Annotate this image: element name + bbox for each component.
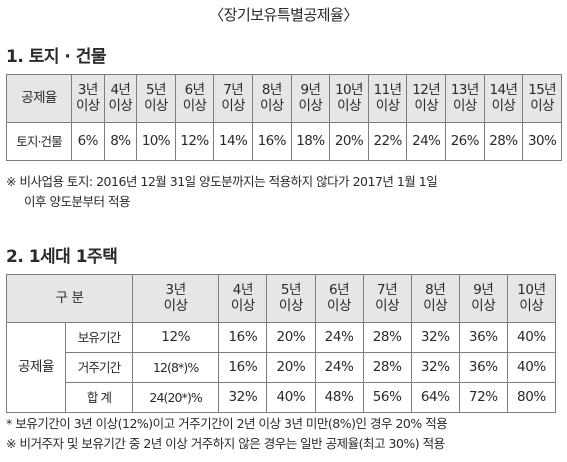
rate-cell: 28% <box>362 322 412 353</box>
rate-cell: 24% <box>314 352 364 383</box>
year-header: 13년 이상 <box>445 74 485 123</box>
rate-cell: 26% <box>445 122 485 161</box>
year-header: 4년 이상 <box>218 274 268 323</box>
rate-cell: 22% <box>367 122 408 161</box>
rate-cell: 32% <box>410 322 460 353</box>
rate-cell: 14% <box>213 122 253 161</box>
row-label: 보유기간 <box>65 322 133 353</box>
rate-cell: 12% <box>131 322 220 353</box>
page-title: 〈장기보유특별공제율〉 <box>209 6 358 24</box>
rate-cell: 12% <box>174 122 215 161</box>
table-header-row: 구 분 3년 이상 4년 이상 5년 이상 6년 이상 7년 이상 8년 이상 9년 이상 1… <box>6 274 557 323</box>
group-label: 공제율 <box>6 322 66 413</box>
rate-cell: 6% <box>71 122 105 161</box>
rate-cell: 28% <box>483 122 524 161</box>
year-header: 3년 이상 <box>71 74 105 123</box>
year-header: 8년 이상 <box>410 274 460 323</box>
year-header: 11년 이상 <box>367 74 408 123</box>
table-row: 합 계 24(20*)% 32% 40% 48% 56% 64% 72% 80% <box>7 382 557 413</box>
rate-cell: 16% <box>218 352 268 383</box>
rate-cell: 64% <box>410 382 460 413</box>
rate-cell: 20% <box>266 352 316 383</box>
section2-heading: 2. 1세대 1주택 <box>6 247 118 267</box>
table-header-row: 공제율 3년 이상 4년 이상 5년 이상 6년 이상 7년 이상 8년 이상 9년 이상 1… <box>6 74 562 123</box>
year-header: 9년 이상 <box>290 74 331 123</box>
rate-cell: 36% <box>458 322 508 353</box>
year-header: 15년 이상 <box>522 74 562 123</box>
rate-cell: 18% <box>290 122 331 161</box>
rate-cell: 20% <box>329 122 369 161</box>
year-header: 6년 이상 <box>314 274 364 323</box>
rate-cell: 40% <box>266 382 316 413</box>
year-header: 12년 이상 <box>406 74 446 123</box>
single-house-rate-table: 구 분 3년 이상 4년 이상 5년 이상 6년 이상 7년 이상 8년 이상 9년 이상 1… <box>6 274 557 413</box>
rate-cell: 32% <box>218 382 268 413</box>
year-header: 7년 이상 <box>213 74 253 123</box>
rate-cell: 56% <box>362 382 412 413</box>
rate-cell: 24(20*)% <box>131 382 220 413</box>
row-label: 토지·건물 <box>6 122 72 161</box>
rate-cell: 72% <box>458 382 508 413</box>
year-header: 6년 이상 <box>174 74 215 123</box>
rate-cell: 16% <box>251 122 292 161</box>
corner-cell: 공제율 <box>6 74 72 123</box>
rate-cell: 80% <box>506 382 557 413</box>
year-header: 10년 이상 <box>329 74 369 123</box>
table-row: 거주기간 12(8*)% 16% 20% 24% 28% 32% 36% 40% <box>7 352 557 383</box>
section1-heading: 1. 토지 · 건물 <box>6 47 107 67</box>
rate-cell: 10% <box>136 122 176 161</box>
rate-cell: 36% <box>458 352 508 383</box>
section2-note: * 보유기간이 3년 이상(12%)이고 거주기간이 2년 이상 3년 미만(8… <box>6 414 448 454</box>
row-label: 거주기간 <box>65 352 133 383</box>
note-line: ※ 비거주자 및 보유기간 중 2년 이상 거주하지 않은 경우는 일반 공제율… <box>6 436 445 451</box>
table-row: 토지·건물 6% 8% 10% 12% 14% 16% 18% 20% 22% … <box>6 122 562 161</box>
year-header: 3년 이상 <box>131 274 220 323</box>
corner-cell: 구 분 <box>6 274 133 323</box>
note-line: * 보유기간이 3년 이상(12%)이고 거주기간이 2년 이상 3년 미만(8… <box>6 416 448 431</box>
section1-note: ※ 비사업용 토지: 2016년 12월 31일 양도분까지는 적용하지 않다가… <box>6 172 438 212</box>
rate-cell: 8% <box>103 122 138 161</box>
rate-cell: 40% <box>506 352 557 383</box>
year-header: 8년 이상 <box>251 74 292 123</box>
rate-cell: 48% <box>314 382 364 413</box>
year-header: 7년 이상 <box>362 274 412 323</box>
year-header: 9년 이상 <box>458 274 508 323</box>
rate-cell: 30% <box>522 122 562 161</box>
rate-cell: 16% <box>218 322 268 353</box>
land-building-rate-table: 공제율 3년 이상 4년 이상 5년 이상 6년 이상 7년 이상 8년 이상 9년 이상 1… <box>6 74 562 161</box>
note-line: 이후 양도분부터 적용 <box>24 194 130 209</box>
rate-cell: 20% <box>266 322 316 353</box>
year-header: 5년 이상 <box>266 274 316 323</box>
rate-cell: 32% <box>410 352 460 383</box>
year-header: 10년 이상 <box>506 274 557 323</box>
year-header: 5년 이상 <box>136 74 176 123</box>
year-header: 14년 이상 <box>483 74 524 123</box>
rate-cell: 24% <box>406 122 446 161</box>
rate-cell: 28% <box>362 352 412 383</box>
rate-cell: 40% <box>506 322 557 353</box>
year-header: 4년 이상 <box>103 74 138 123</box>
rate-cell: 24% <box>314 322 364 353</box>
rate-cell: 12(8*)% <box>131 352 220 383</box>
table-row: 공제율 보유기간 12% 16% 20% 24% 28% 32% 36% 40% <box>6 322 557 413</box>
note-line: ※ 비사업용 토지: 2016년 12월 31일 양도분까지는 적용하지 않다가… <box>6 174 438 189</box>
row-label: 합 계 <box>65 382 133 413</box>
